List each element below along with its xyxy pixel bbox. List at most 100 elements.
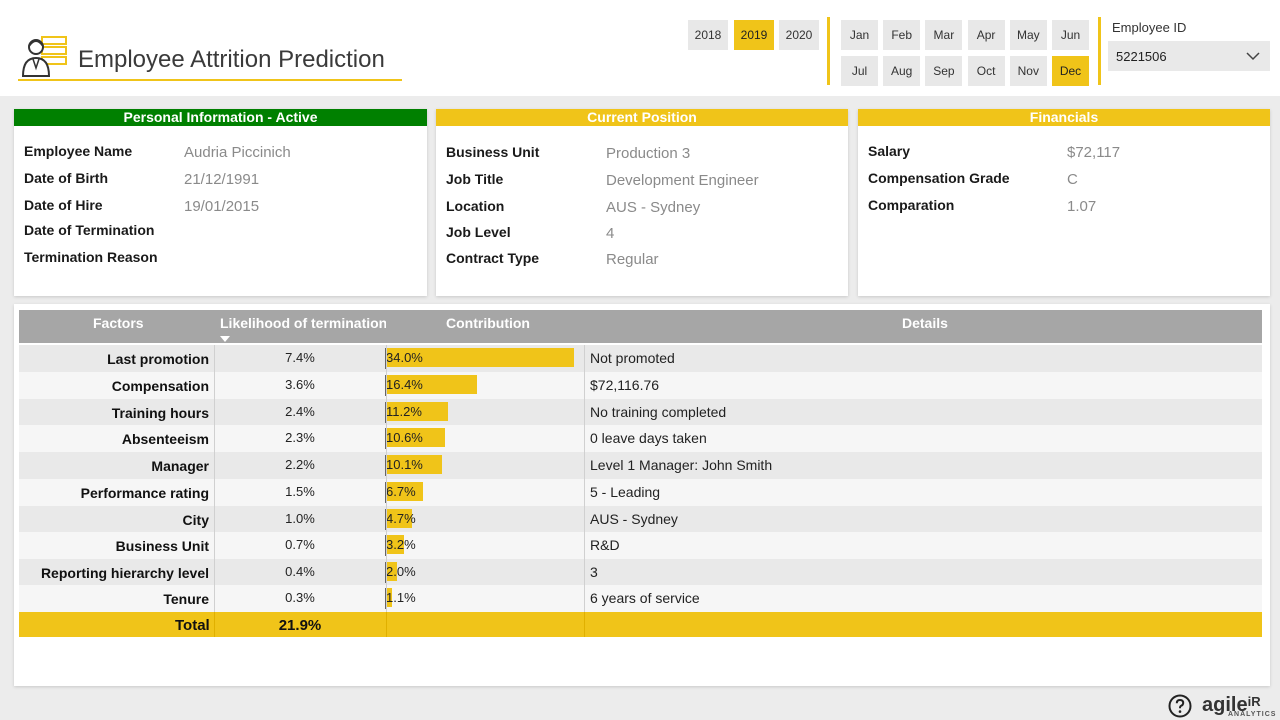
contribution-bar — [386, 562, 398, 581]
column-divider — [214, 559, 215, 586]
column-divider — [386, 506, 387, 533]
column-divider — [584, 585, 585, 612]
employee-id-dropdown[interactable]: 5221506 — [1108, 41, 1270, 71]
employee-id-label: Employee ID — [1112, 20, 1187, 35]
financials-header: Financials — [858, 109, 1270, 126]
column-divider — [214, 425, 215, 452]
factor-name: Last promotion — [107, 351, 209, 367]
total-label: Total — [175, 617, 210, 634]
total-likelihood: 21.9% — [278, 617, 322, 634]
sort-descending-icon — [220, 336, 230, 342]
table-row: Absenteeism 2.3% 10.6% 0 leave days taken — [19, 425, 1262, 452]
table-row: Compensation 3.6% 16.4% $72,116.76 — [19, 372, 1262, 399]
slicer-divider — [827, 17, 830, 85]
help-circle-icon[interactable] — [1168, 694, 1192, 718]
financial-info-row: Comparation 1.07 — [868, 197, 1260, 219]
position-info-value: 4 — [606, 225, 615, 242]
total-row: Total 21.9% — [19, 612, 1262, 637]
contribution-bar — [386, 455, 442, 474]
column-divider — [386, 345, 387, 372]
table-row: Last promotion 7.4% 34.0% Not promoted — [19, 345, 1262, 372]
bar-axis — [385, 562, 386, 583]
column-divider — [214, 585, 215, 612]
position-info-value: Development Engineer — [606, 172, 759, 189]
attrition-factors-table: Factors Likelihood of termination Contri… — [14, 304, 1270, 686]
bar-axis — [385, 588, 386, 609]
year-button-2019[interactable]: 2019 — [734, 20, 774, 50]
bar-axis — [385, 348, 386, 369]
personal-info-value: 21/12/1991 — [184, 171, 260, 188]
column-divider — [584, 452, 585, 479]
financial-info-value: C — [1067, 171, 1078, 188]
likelihood-value: 0.7% — [285, 537, 315, 552]
column-header-contribution[interactable]: Contribution — [386, 310, 584, 343]
contribution-bar — [386, 348, 574, 367]
factor-name: Manager — [151, 458, 209, 474]
position-info-row: Contract Type Regular — [446, 250, 838, 272]
month-button-feb[interactable]: Feb — [883, 20, 921, 50]
month-button-jan[interactable]: Jan — [841, 20, 878, 50]
factor-name: Business Unit — [115, 538, 209, 554]
month-button-mar[interactable]: Mar — [925, 20, 963, 50]
column-divider — [584, 559, 585, 586]
financial-info-label: Compensation Grade — [868, 170, 1010, 186]
personal-info-value: Audria Piccinich — [184, 144, 291, 161]
table-row: City 1.0% 4.7% AUS - Sydney — [19, 506, 1262, 533]
contribution-label: 10.6% — [386, 430, 423, 445]
factor-name: Performance rating — [80, 485, 209, 501]
column-divider — [386, 559, 387, 586]
contribution-label: 34.0% — [386, 350, 423, 365]
detail-text: $72,116.76 — [590, 377, 660, 393]
detail-text: No training completed — [590, 404, 727, 420]
position-info-value: Production 3 — [606, 145, 691, 162]
column-divider — [584, 345, 585, 372]
column-header-factors[interactable]: Factors — [19, 310, 214, 343]
month-button-may[interactable]: May — [1009, 20, 1047, 50]
table-row: Manager 2.2% 10.1% Level 1 Manager: John Sm… — [19, 452, 1262, 479]
month-button-aug[interactable]: Aug — [883, 56, 921, 86]
current-position-card: Current Position Business Unit Production… — [436, 109, 848, 296]
column-divider — [584, 479, 585, 506]
contribution-bar — [386, 375, 477, 394]
column-divider — [214, 506, 215, 533]
column-header-likelihood[interactable]: Likelihood of termination — [214, 310, 387, 343]
chevron-down-icon — [1246, 52, 1260, 61]
column-divider — [386, 452, 387, 479]
bar-axis — [385, 375, 386, 396]
detail-text: 6 years of service — [590, 590, 700, 606]
month-button-jun[interactable]: Jun — [1052, 20, 1089, 50]
month-button-oct[interactable]: Oct — [967, 56, 1005, 86]
current-position-header: Current Position — [436, 109, 848, 126]
month-button-jul[interactable]: Jul — [841, 56, 878, 86]
likelihood-value: 1.5% — [285, 484, 315, 499]
position-info-value: Regular — [606, 251, 659, 268]
contribution-label: 2.0% — [386, 564, 416, 579]
month-button-dec[interactable]: Dec — [1052, 56, 1089, 86]
detail-text: Not promoted — [590, 350, 675, 366]
detail-text: AUS - Sydney — [590, 511, 678, 527]
personal-info-label: Date of Hire — [24, 197, 103, 213]
bar-axis — [385, 455, 386, 476]
bar-axis — [385, 509, 386, 530]
personal-information-card: Personal Information - Active Employee N… — [14, 109, 427, 296]
column-divider — [386, 585, 387, 612]
financial-info-value: 1.07 — [1067, 198, 1097, 215]
contribution-label: 6.7% — [386, 484, 416, 499]
position-info-row: Location AUS - Sydney — [446, 198, 838, 220]
likelihood-value: 2.4% — [285, 404, 315, 419]
month-button-sep[interactable]: Sep — [925, 56, 963, 86]
contribution-bar — [386, 428, 445, 447]
personal-info-label: Date of Birth — [24, 170, 108, 186]
year-button-2018[interactable]: 2018 — [688, 20, 728, 50]
detail-text: 0 leave days taken — [590, 430, 707, 446]
likelihood-value: 0.4% — [285, 564, 315, 579]
factor-name: Compensation — [111, 378, 209, 394]
column-header-details[interactable]: Details — [584, 310, 1262, 343]
bar-axis — [385, 402, 386, 423]
likelihood-value: 0.3% — [285, 590, 315, 605]
month-button-nov[interactable]: Nov — [1009, 56, 1047, 86]
column-divider — [584, 425, 585, 452]
year-button-2020[interactable]: 2020 — [779, 20, 819, 50]
month-button-apr[interactable]: Apr — [967, 20, 1005, 50]
factor-name: City — [182, 512, 209, 528]
